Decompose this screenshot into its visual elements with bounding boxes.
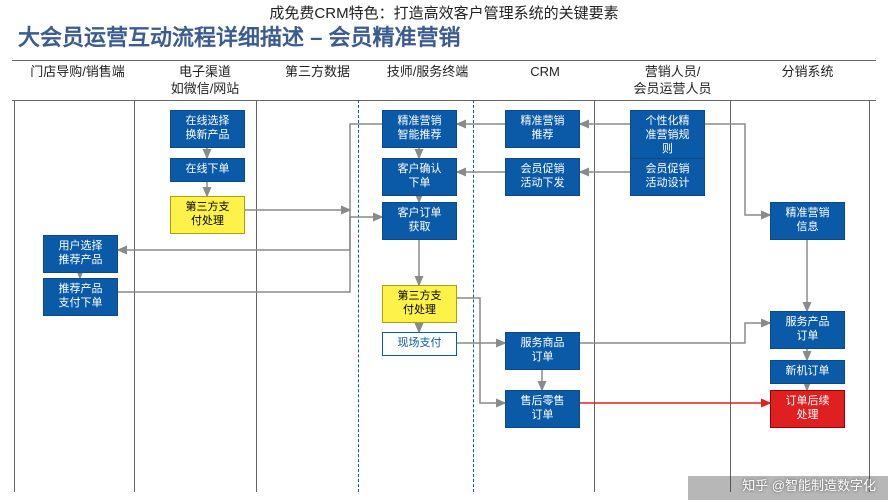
column-header-2: 第三方数据 [265, 60, 370, 105]
column-header-5: 营销人员/会员运营人员 [605, 60, 740, 105]
watermark: 知乎 @智能制造数字化 [742, 475, 876, 494]
node-b_rec_order: 推荐产品支付下单 [43, 278, 118, 316]
node-b_service_order: 服务商品订单 [505, 332, 580, 370]
flow-arrow [457, 298, 505, 403]
flow-diagram: 在线选择换新产品在线下单第三方支付处理用户选择推荐产品推荐产品支付下单精准营销智… [0, 100, 888, 500]
main-title: 大会员运营互动流程详细描述 – 会员精准营销 [18, 20, 460, 52]
node-b_onsite_pay: 现场支付 [382, 332, 457, 356]
node-b_new_order: 新机订单 [770, 360, 845, 384]
node-b_prec_rec: 精准营销智能推荐 [382, 110, 457, 148]
column-header-1: 电子渠道如微信/网站 [145, 60, 265, 105]
flow-arrow [118, 217, 382, 292]
node-b_prec_push: 精准营销推荐 [505, 110, 580, 148]
node-b_promo_design: 会员促销活动设计 [630, 158, 705, 196]
node-b_followup: 订单后续处理 [770, 390, 845, 428]
flow-arrow [580, 323, 770, 343]
node-b_cust_confirm: 客户确认下单 [382, 158, 457, 196]
flow-arrow [118, 124, 382, 250]
node-b_online_order: 在线下单 [170, 158, 245, 182]
flow-arrow [705, 124, 770, 215]
node-b_after_order: 售后零售订单 [505, 390, 580, 428]
node-b_online_select: 在线选择换新产品 [170, 110, 245, 148]
column-header-4: CRM [485, 60, 605, 105]
node-b_3rdpay_2: 第三方支付处理 [382, 285, 457, 323]
column-header-6: 分销系统 [740, 60, 875, 105]
node-b_prec_info: 精准营销信息 [770, 202, 845, 240]
node-b_user_select: 用户选择推荐产品 [43, 235, 118, 273]
column-header-3: 技师/服务终端 [370, 60, 485, 105]
node-b_promo_send: 会员促销活动下发 [505, 158, 580, 196]
node-b_svc_prod_order: 服务产品订单 [770, 311, 845, 349]
overlay-title: 成免费CRM特色：打造高效客户管理系统的关键要素 [0, 2, 888, 23]
node-b_cust_getorder: 客户订单获取 [382, 202, 457, 240]
node-b_3rdpay_1: 第三方支付处理 [170, 196, 245, 234]
column-header-0: 门店导购/销售端 [10, 60, 145, 105]
column-headers: 门店导购/销售端电子渠道如微信/网站第三方数据技师/服务终端CRM营销人员/会员… [10, 60, 878, 105]
node-b_rule: 个性化精准营销规则 [630, 110, 705, 161]
